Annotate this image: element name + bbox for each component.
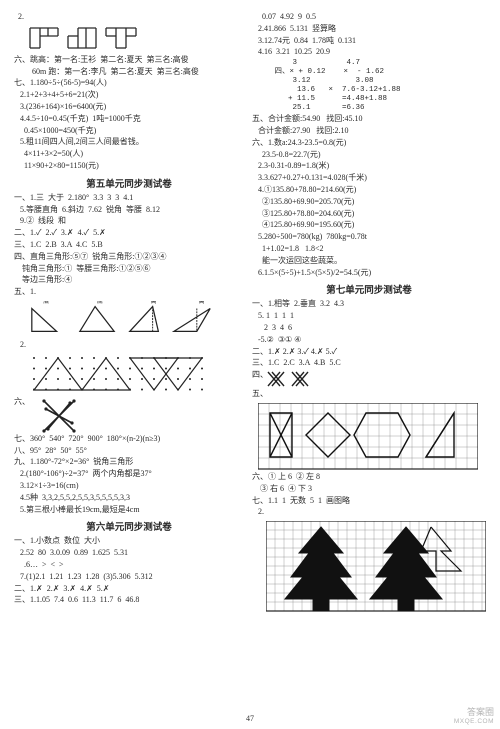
vertical-arithmetic-block: 3 4.7 四、× + 0.12 × - 1.62 3.12 3.08 13.6… xyxy=(252,59,486,113)
svg-text:底: 底 xyxy=(43,301,49,305)
u6-line-1: 一、1.小数点 数位 大小 xyxy=(14,536,244,547)
triangle-4: 高 xyxy=(172,301,214,337)
u7-line-9: ③ 右 6 ④ 下 3 xyxy=(252,484,486,495)
r-line-5: 五、合计金额:54.90 找回:45.10 xyxy=(252,114,486,125)
r-line-10: 3.3.627+0.27+0.131=4.028(千米) xyxy=(252,173,486,184)
triangle-2: 底 xyxy=(76,301,118,337)
r-line-6: 合计金额:27.90 找回:2.10 xyxy=(252,126,486,137)
u5-line-14: 2.(180°-106°)÷2=37° 两个内角都是37° xyxy=(14,469,244,480)
r-line-7: 六、1.数a:24.3-23.5=0.8(元) xyxy=(252,138,486,149)
watermark-sub: MXQE.COM xyxy=(454,718,494,725)
svg-text:底: 底 xyxy=(97,301,103,305)
watermark-main: 答案圈 xyxy=(454,708,494,718)
u5-line-16: 4.5种 3,3,2,5,5,2,5,5,3,5,5,5,5,3,3 xyxy=(14,493,244,504)
q7-3: 3.(236+164)×16=6400(元) xyxy=(14,102,244,113)
u5-line-2: 5.等腰直角 6.斜边 7.62 锐角 等腰 8.12 xyxy=(14,205,244,216)
grid-with-shapes xyxy=(258,403,478,471)
r-line-18: 6.1.5×(5÷5)+1.5×(5×5)/2=54.5(元) xyxy=(252,268,486,279)
q7-2: 2.1+2+3+4+5+6=21(次) xyxy=(14,90,244,101)
u7-line-8: 六、① 上 6 ② 左 8 xyxy=(252,472,486,483)
u7-line-10: 七、1.1 1 无数 5 1 画图略 xyxy=(252,496,486,507)
dot-grid-triangles xyxy=(28,352,208,396)
u6-line-5: 二、1.✗ 2.✗ 3.✗ 4.✗ 5.✗ xyxy=(14,584,244,595)
r-line-2: 2.41.866 5.131 竖算略 xyxy=(252,24,486,35)
page-footer: 47 xyxy=(0,714,500,723)
u5-line-13: 九、1.180°-72°×2=36° 锐角三角形 xyxy=(14,457,244,468)
q7-1: 七、1.180÷5÷(56-5)=94(人) xyxy=(14,78,244,89)
u5-line-1: 一、1.三 大于 2.180° 3.3 3 3 4.1 xyxy=(14,193,244,204)
r-line-12: ②135.80+69.90=205.70(元) xyxy=(252,197,486,208)
watermark: 答案圈 MXQE.COM xyxy=(454,708,494,725)
r-line-1: 0.07 4.92 9 0.5 xyxy=(252,12,486,23)
r-line-4: 4.16 3.21 10.25 20.9 xyxy=(252,47,486,58)
u7-line-1: 一、1.相等 2.垂直 3.2 4.3 xyxy=(252,299,486,310)
pentomino-3 xyxy=(104,26,138,52)
u5-line-11: 七、360° 540° 720° 900° 180°×(n-2)(n≥3) xyxy=(14,434,244,445)
u5-line-17: 5.第三根小棒最长19cm,最短是4cm xyxy=(14,505,244,516)
left-column: 2. 六、跳高：第一名:王衫 第二名:夏天 第三名:高俊 60m 跑：第一名:李… xyxy=(14,12,244,613)
u6-line-6: 三、1.1.05 7.4 0.6 11.3 11.7 6 46.8 xyxy=(14,595,244,606)
u6-line-2: 2.52 80 3.0.09 0.89 1.625 5.31 xyxy=(14,548,244,559)
rank-line-2: 60m 跑：第一名:李凡 第二名:夏天 第三名:高俊 xyxy=(14,67,244,78)
u5-line-6: 四、直角三角形:⑤⑦ 锐角三角形:①②③④ xyxy=(14,252,244,263)
page-number: 47 xyxy=(246,714,254,723)
u6-line-4: 7.(1)2.1 1.21 1.23 1.28 (3)5.306 5.312 xyxy=(14,572,244,583)
u5-line-8: 等边三角形:④ xyxy=(14,275,244,286)
u7-line-6-label: 四、 xyxy=(252,370,266,381)
u5-line-10: 2. xyxy=(14,340,244,351)
u7-line-5: 三、1.C 2.C 3.A 4.B 5.C xyxy=(252,358,486,369)
r-line-15: 5.280÷500=780(kg) 780kg=0.78t xyxy=(252,232,486,243)
small-crossed-shapes xyxy=(266,370,310,388)
u5-line-4: 二、1.✓ 2.✓ 3.✗ 4.✓ 5.✗ xyxy=(14,228,244,239)
triangles-row: 底 底 高 高 xyxy=(14,299,244,339)
r-line-16: 1+1.02=1.8 1.8<2 xyxy=(252,244,486,255)
u7-line-4: 二、1.✗ 2.✗ 3.✓ 4.✗ 5.✓ xyxy=(252,347,486,358)
r-line-13: ③125.80+78.80=204.60(元) xyxy=(252,209,486,220)
q7-5: 0.45×1000=450(千克) xyxy=(14,126,244,137)
u6-line-3: .6… > < > xyxy=(14,560,244,571)
u7-line-11: 2. xyxy=(252,507,486,518)
rank-line-1: 六、跳高：第一名:王衫 第二名:夏天 第三名:高俊 xyxy=(14,55,244,66)
u5-line-5: 三、1.C 2.B 3.A 4.C 5.B xyxy=(14,240,244,251)
q7-7: 4×11+3×2=50(人) xyxy=(14,149,244,160)
svg-text:高: 高 xyxy=(151,301,157,305)
u5-line-7: 钝角三角形:① 等腰三角形:①②⑤⑥ xyxy=(14,264,244,275)
q7-6: 5.租11间四人间,2间三人间最省钱。 xyxy=(14,137,244,148)
u7-line-7: 五、 xyxy=(252,389,486,400)
triangle-1: 底 xyxy=(28,301,70,337)
pentomino-2 xyxy=(66,26,100,52)
r-line-8: 23.5-0.8=22.7(元) xyxy=(252,150,486,161)
triangle-3: 高 xyxy=(124,301,166,337)
pentomino-1 xyxy=(28,26,62,52)
u5-line-9: 五、1. xyxy=(14,287,244,298)
svg-text:高: 高 xyxy=(199,301,205,305)
u7-line-2: 5. 1 1 1 1 xyxy=(252,311,486,322)
crossed-lines-figure xyxy=(42,399,76,433)
u5-six-label: 六、 xyxy=(14,397,28,408)
u5-line-12: 八、95° 28° 50° 55° xyxy=(14,446,244,457)
unit6-title: 第六单元同步测试卷 xyxy=(14,519,244,533)
u5-line-3: 9.② 线段 和 xyxy=(14,216,244,227)
pentomino-shapes-row xyxy=(14,24,244,54)
q7-4: 4.4.5÷10=0.45(千克) 1吨=1000千克 xyxy=(14,114,244,125)
u7-line-2b: 2 3 4 6 xyxy=(252,323,486,334)
q7-8: 11×90+2×80=1150(元) xyxy=(14,161,244,172)
right-column: 0.07 4.92 9 0.5 2.41.866 5.131 竖算略 3.12.… xyxy=(252,12,486,613)
unit5-title: 第五单元同步测试卷 xyxy=(14,176,244,190)
r-line-11: 4.①135.80+78.80=214.60(元) xyxy=(252,185,486,196)
trees-on-grid xyxy=(266,521,486,613)
u7-line-3: -5.② ③① ④ xyxy=(252,335,486,346)
r-line-3: 3.12.74元 0.84 1.78吨 0.131 xyxy=(252,36,486,47)
r-line-17: 能一次运回这些蔬菜。 xyxy=(252,256,486,267)
item-2: 2. xyxy=(14,12,244,23)
r-line-14: ④125.80+69.90=195.60(元) xyxy=(252,220,486,231)
unit7-title: 第七单元同步测试卷 xyxy=(252,282,486,296)
r-line-9: 2.3-0.31-0.89=1.8(米) xyxy=(252,161,486,172)
u5-line-15: 3.12×1÷3=16(cm) xyxy=(14,481,244,492)
